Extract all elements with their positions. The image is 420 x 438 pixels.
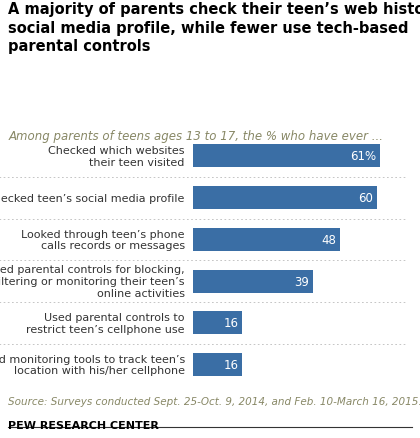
Bar xyxy=(193,311,242,335)
Text: 16: 16 xyxy=(223,317,239,329)
Text: 48: 48 xyxy=(322,233,336,246)
Text: Used parental controls to
restrict teen’s cellphone use: Used parental controls to restrict teen’… xyxy=(26,312,185,334)
Text: 60: 60 xyxy=(358,192,373,205)
Text: 61%: 61% xyxy=(350,150,376,163)
Text: 16: 16 xyxy=(223,358,239,371)
Bar xyxy=(193,228,340,251)
Bar xyxy=(193,270,312,293)
Bar xyxy=(193,353,242,376)
Text: Among parents of teens ages 13 to 17, the % who have ever ...: Among parents of teens ages 13 to 17, th… xyxy=(8,129,383,142)
Text: Checked which websites
their teen visited: Checked which websites their teen visite… xyxy=(48,146,185,167)
Bar xyxy=(193,145,380,168)
Text: PEW RESEARCH CENTER: PEW RESEARCH CENTER xyxy=(8,420,159,430)
Text: Used monitoring tools to track teen’s
location with his/her cellphone: Used monitoring tools to track teen’s lo… xyxy=(0,354,185,375)
Text: 39: 39 xyxy=(294,275,309,288)
Bar xyxy=(193,187,377,210)
Text: Looked through teen’s phone
calls records or messages: Looked through teen’s phone calls record… xyxy=(21,229,185,251)
Text: A majority of parents check their teen’s web history or
social media profile, wh: A majority of parents check their teen’s… xyxy=(8,2,420,54)
Text: Source: Surveys conducted Sept. 25-Oct. 9, 2014, and Feb. 10-March 16, 2015.: Source: Surveys conducted Sept. 25-Oct. … xyxy=(8,396,420,406)
Text: Checked teen’s social media profile: Checked teen’s social media profile xyxy=(0,193,185,203)
Text: Used parental controls for blocking,
filtering or monitoring their teen’s
online: Used parental controls for blocking, fil… xyxy=(0,265,185,298)
